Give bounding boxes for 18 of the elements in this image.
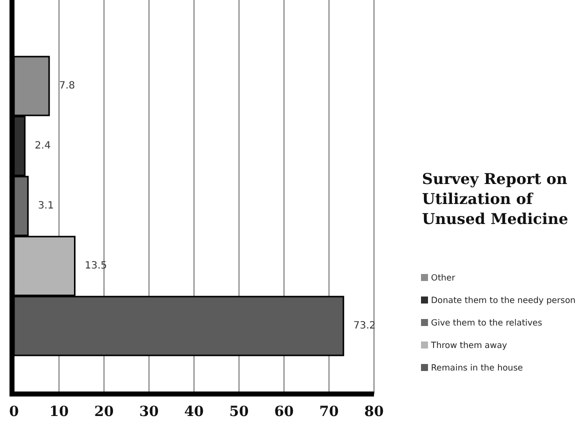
legend-label: Give them to the relatives: [431, 318, 543, 328]
legend-label: Donate them to the needy person: [431, 296, 576, 306]
x-tick-label: 50: [229, 404, 249, 420]
x-tick-label: 0: [9, 404, 20, 420]
legend-label: Remains in the house: [431, 363, 523, 374]
legend-label: Other: [431, 273, 456, 284]
data-label: 7.8: [59, 80, 76, 92]
x-tick-label: 70: [319, 404, 339, 420]
data-label: 3.1: [38, 200, 54, 212]
x-tick-label: 10: [49, 404, 69, 420]
x-tick-label: 20: [94, 404, 114, 420]
legend-label: Throw them away: [430, 340, 508, 351]
x-tick-label: 60: [274, 404, 294, 420]
x-tick-label: 40: [184, 404, 204, 420]
data-label: 2.4: [34, 140, 51, 152]
x-tick-label: 30: [139, 404, 159, 420]
text: Survey Report on Utilization of Unused Medicine: [422, 170, 568, 228]
x-tick-label: 80: [364, 404, 384, 420]
